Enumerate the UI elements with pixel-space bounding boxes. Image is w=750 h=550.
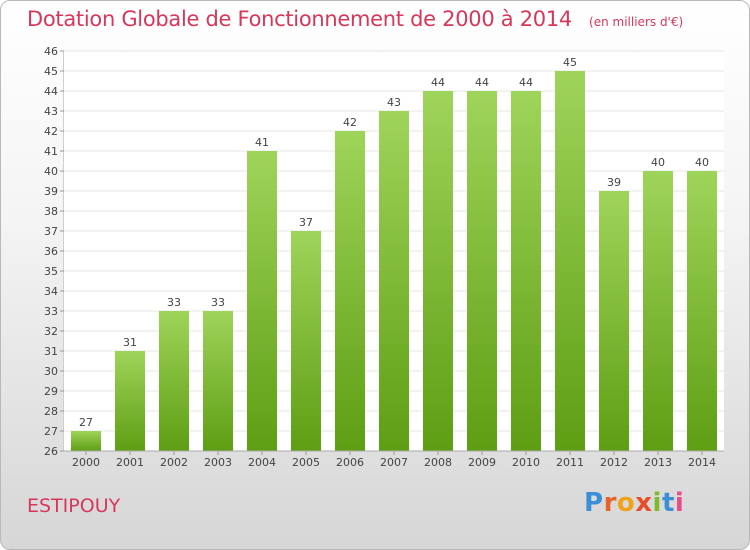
data-label: 27 (79, 416, 93, 429)
data-label: 39 (607, 176, 621, 189)
bar (335, 131, 365, 451)
y-tick-label: 43 (44, 105, 58, 118)
logo-letter: t (661, 488, 675, 518)
chart-title-block: Dotation Globale de Fonctionnement de 20… (27, 7, 683, 31)
x-tick-label: 2005 (292, 456, 320, 469)
data-label: 40 (695, 156, 709, 169)
bar (467, 91, 497, 451)
logo-letter: x (635, 488, 653, 518)
y-tick-label: 31 (44, 345, 58, 358)
bar-chart: 26 27 28 29 30 31 32 33 34 35 36 37 38 39 40 41 42 43 44 45… (44, 45, 724, 469)
x-tick-label: 2012 (600, 456, 628, 469)
bar (599, 191, 629, 451)
y-tick-label: 38 (44, 205, 58, 218)
x-tick-label: 2008 (424, 456, 452, 469)
bar (71, 431, 101, 451)
data-label: 44 (519, 76, 533, 89)
bar (203, 311, 233, 451)
data-label: 33 (211, 296, 225, 309)
y-tick-label: 28 (44, 405, 58, 418)
x-tick-label: 2001 (116, 456, 144, 469)
y-tick-label: 29 (44, 385, 58, 398)
y-tick-label: 40 (44, 165, 58, 178)
bar (643, 171, 673, 451)
x-tick-label: 2003 (204, 456, 232, 469)
bar (115, 351, 145, 451)
y-tick-label: 32 (44, 325, 58, 338)
commune-name: ESTIPOUY (27, 495, 121, 517)
proxiti-logo[interactable]: Proxiti (584, 488, 684, 518)
y-tick-label: 42 (44, 125, 58, 138)
chart-unit: (en milliers d'€) (589, 15, 684, 29)
x-tick-label: 2013 (644, 456, 672, 469)
data-label: 41 (255, 136, 269, 149)
data-label: 44 (475, 76, 489, 89)
y-tick-label: 35 (44, 265, 58, 278)
bar (291, 231, 321, 451)
y-tick-label: 45 (44, 65, 58, 78)
x-tick-label: 2007 (380, 456, 408, 469)
y-tick-label: 27 (44, 425, 58, 438)
y-tick-label: 36 (44, 245, 58, 258)
y-tick-label: 46 (44, 45, 58, 58)
x-tick-label: 2002 (160, 456, 188, 469)
bar (159, 311, 189, 451)
data-label: 45 (563, 56, 577, 69)
logo-letter: r (603, 488, 617, 518)
data-label: 33 (167, 296, 181, 309)
x-tick-label: 2006 (336, 456, 364, 469)
y-tick-label: 30 (44, 365, 58, 378)
x-tick-label: 2010 (512, 456, 540, 469)
x-tick-label: 2014 (688, 456, 716, 469)
y-tick-label: 39 (44, 185, 58, 198)
plot-area: 26 27 28 29 30 31 32 33 34 35 36 37 38 39 40 41 42 43 44 45… (44, 45, 724, 469)
bar (555, 71, 585, 451)
logo-letter: o (616, 488, 636, 518)
bar (379, 111, 409, 451)
data-label: 42 (343, 116, 357, 129)
bar (687, 171, 717, 451)
data-label: 40 (651, 156, 665, 169)
chart-title: Dotation Globale de Fonctionnement de 20… (27, 7, 572, 31)
y-tick-label: 44 (44, 85, 58, 98)
logo-letter: P (584, 488, 604, 518)
logo-letter: i (652, 488, 662, 518)
bar (511, 91, 541, 451)
data-label: 37 (299, 216, 313, 229)
data-label: 44 (431, 76, 445, 89)
y-tick-label: 37 (44, 225, 58, 238)
data-label: 31 (123, 336, 137, 349)
x-tick-label: 2009 (468, 456, 496, 469)
x-tick-label: 2000 (72, 456, 100, 469)
bar (247, 151, 277, 451)
x-tick-label: 2004 (248, 456, 276, 469)
y-tick-label: 33 (44, 305, 58, 318)
logo-letter: i (674, 488, 685, 518)
bar (423, 91, 453, 451)
data-label: 43 (387, 96, 401, 109)
x-tick-label: 2011 (556, 456, 584, 469)
y-tick-label: 41 (44, 145, 58, 158)
y-tick-label: 26 (44, 445, 58, 458)
y-tick-label: 34 (44, 285, 58, 298)
